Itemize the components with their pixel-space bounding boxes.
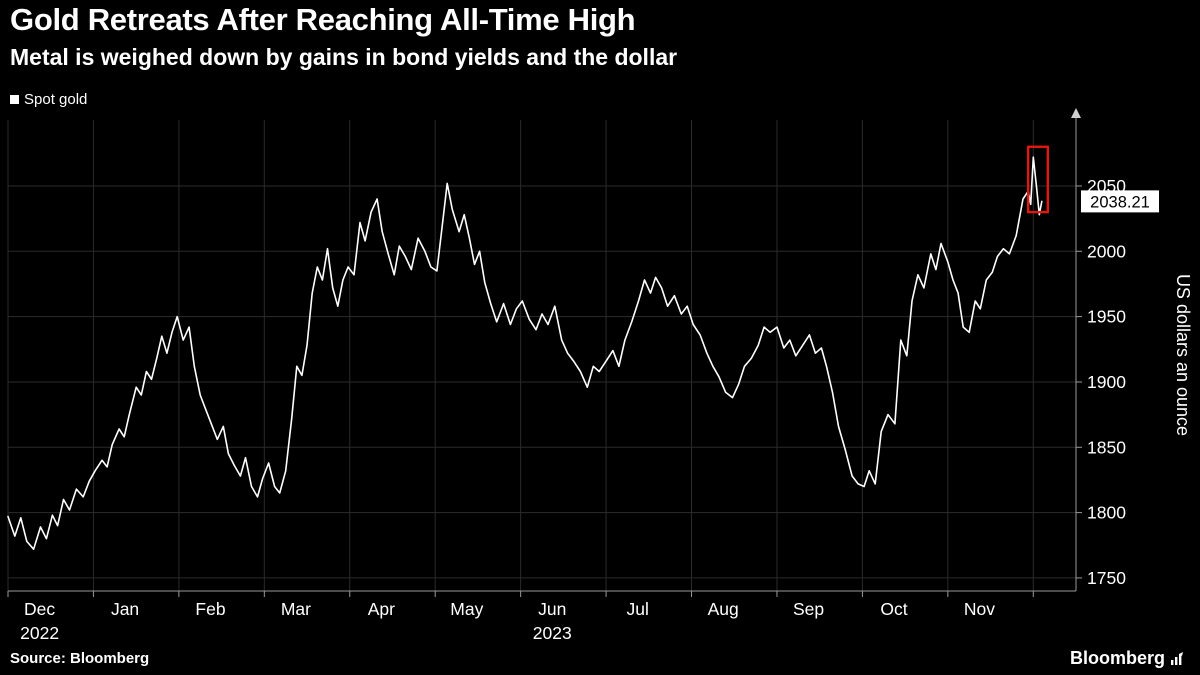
spot-gold-line <box>7 156 1043 551</box>
x-tick-label: Nov <box>964 599 995 619</box>
bloomberg-wordmark: Bloomberg <box>1069 648 1165 668</box>
y-tick-label: 1900 <box>1087 372 1126 392</box>
bloomberg-logo: Bloomberg <box>1070 648 1184 669</box>
x-tick-label: Jul <box>627 599 649 619</box>
x-tick-label: Apr <box>368 599 395 619</box>
chart-subtitle: Metal is weighed down by gains in bond y… <box>10 44 678 70</box>
x-tick-label: Sep <box>793 599 824 619</box>
x-tick-label: Dec <box>24 599 55 619</box>
source-note: Source: Bloomberg <box>10 650 150 667</box>
y-tick-label: 1750 <box>1087 568 1126 588</box>
y-axis-title: US dollars an ounce <box>1173 274 1193 436</box>
x-year-label: 2023 <box>533 623 572 643</box>
y-axis-arrow-icon <box>1071 108 1081 118</box>
legend-swatch-icon <box>10 95 19 104</box>
x-tick-label: Feb <box>195 599 225 619</box>
y-tick-label: 2000 <box>1087 241 1126 261</box>
legend: Spot gold <box>10 91 87 108</box>
x-tick-label: Jan <box>111 599 139 619</box>
y-tick-label: 1850 <box>1087 437 1126 457</box>
chart-title: Gold Retreats After Reaching All-Time Hi… <box>10 2 636 37</box>
x-tick-label: Aug <box>708 599 739 619</box>
x-tick-label: May <box>450 599 483 619</box>
x-tick-label: Oct <box>880 599 907 619</box>
x-tick-label: Mar <box>281 599 311 619</box>
y-tick-label: 1800 <box>1087 503 1126 523</box>
y-tick-label: 1950 <box>1087 307 1126 327</box>
last-price-label: 2038.21 <box>1090 193 1150 211</box>
last-price-label-box <box>1081 190 1159 213</box>
bloomberg-chart-icon <box>1170 651 1184 666</box>
record-high-highlight-box <box>1026 145 1050 214</box>
x-year-label: 2022 <box>20 623 59 643</box>
legend-label: Spot gold <box>24 91 88 108</box>
x-tick-label: Jun <box>538 599 566 619</box>
